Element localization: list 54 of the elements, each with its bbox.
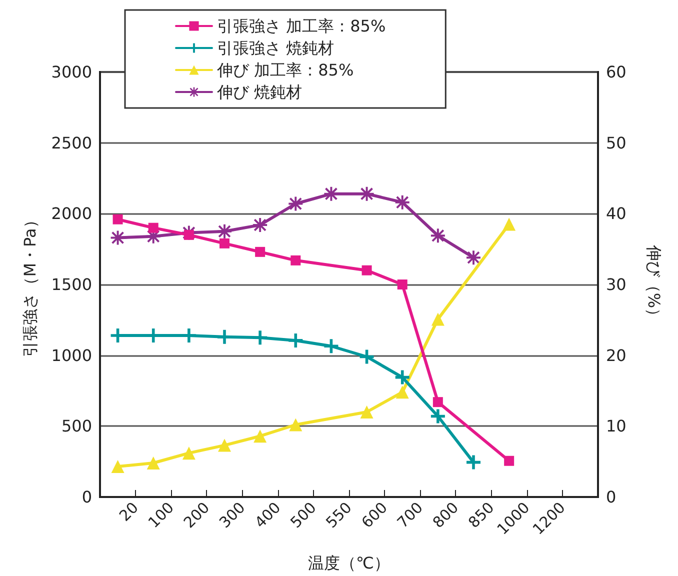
legend-label: 伸び 加工率：85% xyxy=(216,60,354,80)
point xyxy=(253,330,268,345)
x-tick-label: 100 xyxy=(144,498,178,532)
y2-tick-label: 20 xyxy=(606,346,626,365)
point xyxy=(396,386,409,399)
x-tick-label: 600 xyxy=(358,498,391,532)
x-tick-label: 550 xyxy=(322,498,356,532)
point xyxy=(218,438,231,452)
point xyxy=(360,406,374,418)
point xyxy=(431,312,444,326)
x-tick-label: 800 xyxy=(429,498,462,532)
y2-tick-label: 60 xyxy=(606,62,626,82)
legend-label: 引張強さ 加工率：85% xyxy=(217,16,386,36)
x-tick-label: 500 xyxy=(286,498,320,532)
y-tick-label: 3000 xyxy=(51,62,92,82)
point xyxy=(290,255,301,266)
x-tick-label: 850 xyxy=(464,498,498,532)
point xyxy=(289,418,302,432)
point xyxy=(254,430,267,443)
x-tick-label: 300 xyxy=(216,498,249,532)
legend-label: 伸び 焼鈍材 xyxy=(216,82,302,102)
point xyxy=(397,280,408,290)
y-tick-label: 500 xyxy=(61,416,92,436)
x-tick-label: 700 xyxy=(394,498,427,532)
y2-tick-label: 30 xyxy=(606,275,626,294)
point xyxy=(432,397,443,408)
x-tick-label: 20 xyxy=(116,498,142,525)
y-axis-title: 引張強さ（M・Pa） xyxy=(20,212,40,357)
y-tick-label: 2000 xyxy=(51,204,92,224)
point xyxy=(112,214,123,224)
point xyxy=(218,330,232,344)
y-tick-label: 2500 xyxy=(51,133,92,152)
point xyxy=(111,460,124,474)
y2-axis-title: 伸び（%） xyxy=(644,244,664,324)
point xyxy=(146,456,160,470)
legend-label: 引張強さ 焼鈍材 xyxy=(217,38,334,58)
y2-tick-label: 10 xyxy=(606,416,626,436)
point xyxy=(255,246,266,257)
point xyxy=(504,456,514,466)
point xyxy=(148,222,158,233)
x-axis-title: 温度（℃） xyxy=(308,554,390,572)
y-tick-label: 0 xyxy=(82,488,92,506)
point xyxy=(362,265,372,276)
point xyxy=(220,238,230,248)
x-tick-label: 200 xyxy=(180,498,214,532)
x-tick-label: 400 xyxy=(251,498,284,532)
y2-tick-label: 40 xyxy=(606,204,626,224)
point xyxy=(288,333,303,348)
point xyxy=(502,218,516,231)
y-tick-label: 1500 xyxy=(51,275,92,294)
y2-tick-label: 0 xyxy=(606,488,616,506)
y-tick-label: 1000 xyxy=(51,346,92,365)
y2-tick-label: 50 xyxy=(606,133,626,152)
point xyxy=(182,446,196,460)
